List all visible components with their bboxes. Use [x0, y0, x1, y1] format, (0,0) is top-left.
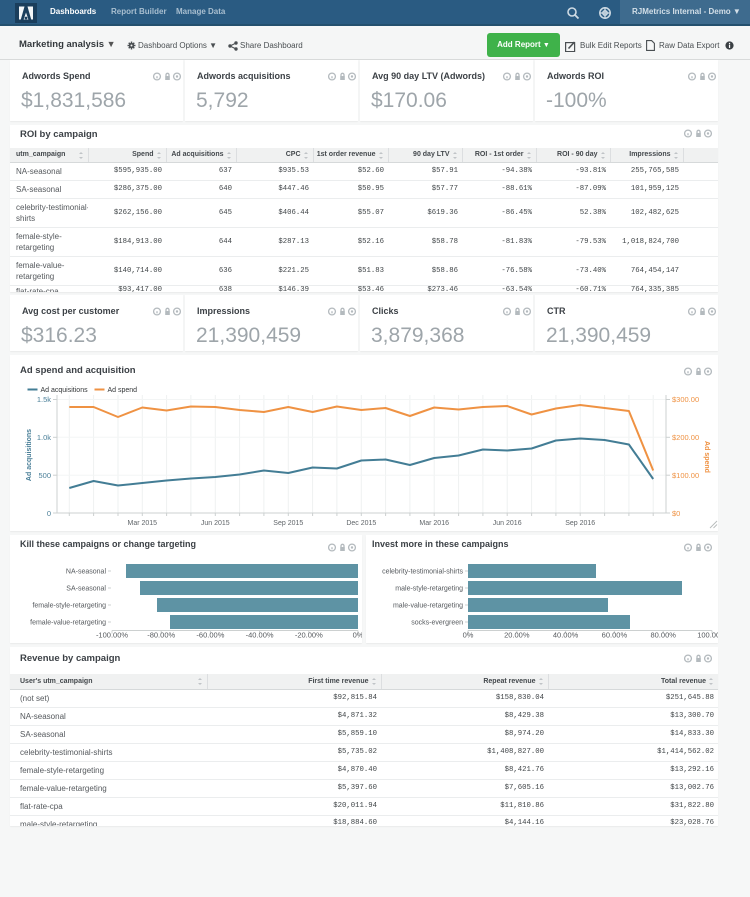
svg-text:-20.00%: -20.00%: [295, 631, 323, 640]
svg-text:female-value-retargeting: female-value-retargeting: [30, 620, 106, 627]
svg-text:male-style-retargeting: male-style-retargeting: [395, 586, 463, 593]
svg-text:Sep 2016: Sep 2016: [565, 520, 595, 527]
svg-text:NA-seasonal: NA-seasonal: [66, 569, 107, 576]
svg-text:1.0k: 1.0k: [37, 433, 51, 442]
svg-text:Dec 2015: Dec 2015: [346, 520, 376, 527]
svg-text:-40.00%: -40.00%: [246, 631, 274, 640]
svg-text:Sep 2015: Sep 2015: [273, 520, 303, 527]
svg-text:$200.00: $200.00: [672, 433, 699, 442]
svg-text:Ad spend: Ad spend: [108, 387, 138, 394]
svg-text:celebrity-testimonial-shirts: celebrity-testimonial-shirts: [382, 569, 463, 576]
svg-text:0: 0: [47, 509, 51, 518]
svg-text:$300.00: $300.00: [672, 395, 699, 404]
svg-text:40.00%: 40.00%: [553, 631, 579, 640]
svg-text:socks-evergreen: socks-evergreen: [411, 620, 463, 627]
svg-text:-60.00%: -60.00%: [196, 631, 224, 640]
svg-text:male-value-retargeting: male-value-retargeting: [393, 603, 463, 610]
svg-text:Jun 2015: Jun 2015: [201, 520, 230, 527]
svg-text:Ad acquisitions: Ad acquisitions: [41, 387, 89, 394]
svg-text:80.00%: 80.00%: [650, 631, 676, 640]
svg-text:100.00%: 100.00%: [697, 631, 718, 640]
svg-text:-100.00%: -100.00%: [96, 631, 128, 640]
svg-text:$0: $0: [672, 509, 680, 518]
svg-text:0%: 0%: [353, 631, 362, 640]
svg-text:Ad acquisitions: Ad acquisitions: [26, 429, 33, 481]
svg-text:20.00%: 20.00%: [504, 631, 530, 640]
svg-text:1.5k: 1.5k: [37, 395, 51, 404]
svg-text:$100.00: $100.00: [672, 471, 699, 480]
svg-text:-80.00%: -80.00%: [147, 631, 175, 640]
svg-text:60.00%: 60.00%: [602, 631, 628, 640]
svg-text:Mar 2015: Mar 2015: [128, 520, 158, 527]
svg-text:Jun 2016: Jun 2016: [493, 520, 522, 527]
svg-text:female-style-retargeting: female-style-retargeting: [32, 603, 106, 610]
svg-text:500: 500: [38, 471, 51, 480]
svg-text:Ad spend: Ad spend: [703, 441, 710, 473]
svg-text:Mar 2016: Mar 2016: [419, 520, 449, 527]
svg-text:0%: 0%: [463, 631, 474, 640]
svg-text:SA-seasonal: SA-seasonal: [66, 586, 106, 593]
